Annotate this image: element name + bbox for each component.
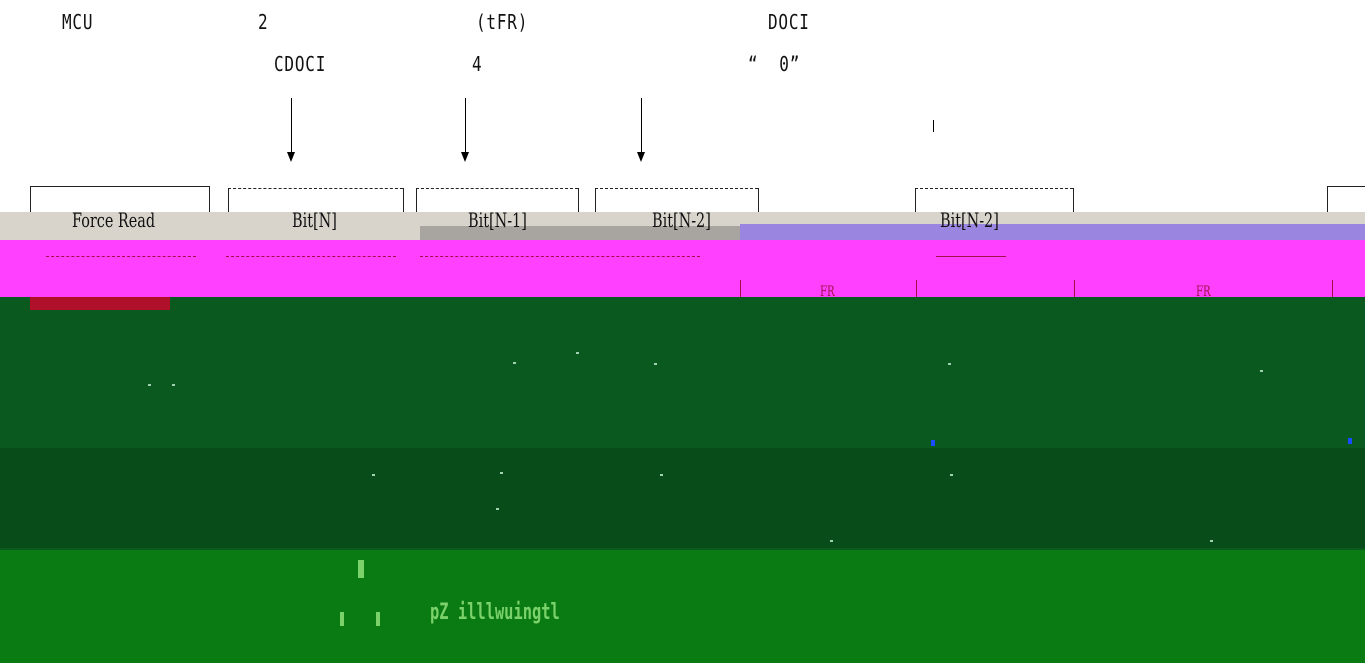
number-two-label: 2 (258, 10, 269, 34)
doci-label: DOCI (768, 10, 810, 34)
speck (372, 474, 375, 476)
speck (496, 508, 499, 510)
green-glyph-mark (376, 612, 380, 626)
box-end-top (1327, 186, 1365, 187)
label-fr-a: FR (820, 284, 835, 300)
garbled-footer-text: pZ illlwuingtl (430, 600, 560, 625)
number-four-label: 4 (472, 52, 483, 76)
label-bit-n-minus-1: Bit[N-1] (468, 208, 527, 232)
zero-quoted-label: “ 0” (748, 52, 801, 76)
speck (576, 352, 579, 354)
marker-tick (933, 120, 934, 132)
tfr-label: (tFR) (476, 10, 529, 34)
box-end-left (1327, 186, 1328, 236)
blue-marker (931, 440, 935, 446)
magenta-dash-2 (226, 256, 396, 257)
magenta-dash-3 (420, 256, 700, 257)
bright-green-region (0, 550, 1365, 663)
speck (172, 384, 175, 386)
label-bit-n-minus-2-b: Bit[N-2] (940, 208, 999, 232)
fr-divider-4 (1332, 280, 1333, 297)
magenta-line-4 (936, 256, 1006, 257)
arrow-bit-n2-line (641, 98, 642, 154)
green-glyph-mark (340, 612, 344, 626)
arrow-bit-n1-line (465, 98, 466, 154)
arrow-bit-n-line (291, 98, 292, 154)
box-bit-n2b-top (915, 188, 1073, 189)
box-bit-n1-top (416, 188, 578, 189)
label-fr-b: FR (1196, 284, 1211, 300)
speck (513, 362, 516, 364)
fr-divider-3 (1074, 280, 1075, 297)
box-force-read-top (30, 186, 210, 187)
speck (654, 363, 657, 365)
blue-marker (1348, 438, 1352, 444)
speck (950, 474, 953, 476)
speck (830, 540, 833, 542)
cdoci-label: CDOCI (274, 52, 327, 76)
grey-glitch-band (420, 226, 740, 240)
fr-divider-1 (740, 280, 741, 297)
dark-green-shade (0, 448, 1365, 548)
box-bit-n-top (228, 188, 403, 189)
box-bit-n2-top (595, 188, 758, 189)
fr-divider-2 (916, 280, 917, 297)
label-bit-n: Bit[N] (292, 208, 337, 232)
magenta-dash-1 (46, 256, 196, 257)
crimson-bar (30, 297, 170, 310)
box-force-read-left (30, 186, 31, 236)
label-bit-n-minus-2-a: Bit[N-2] (652, 208, 711, 232)
green-glyph-mark (358, 560, 364, 578)
purple-glitch-band (740, 224, 1365, 240)
speck (148, 384, 151, 386)
speck (660, 474, 663, 476)
speck (1260, 370, 1263, 372)
label-force-read: Force Read (72, 208, 156, 232)
magenta-band (0, 240, 1365, 297)
arrow-bit-n-head (287, 152, 295, 162)
box-force-read-right (209, 186, 210, 236)
speck (1210, 540, 1213, 542)
mcu-label: MCU (62, 10, 94, 34)
speck (948, 363, 951, 365)
arrow-bit-n1-head (461, 152, 469, 162)
arrow-bit-n2-head (637, 152, 645, 162)
speck (500, 472, 503, 474)
